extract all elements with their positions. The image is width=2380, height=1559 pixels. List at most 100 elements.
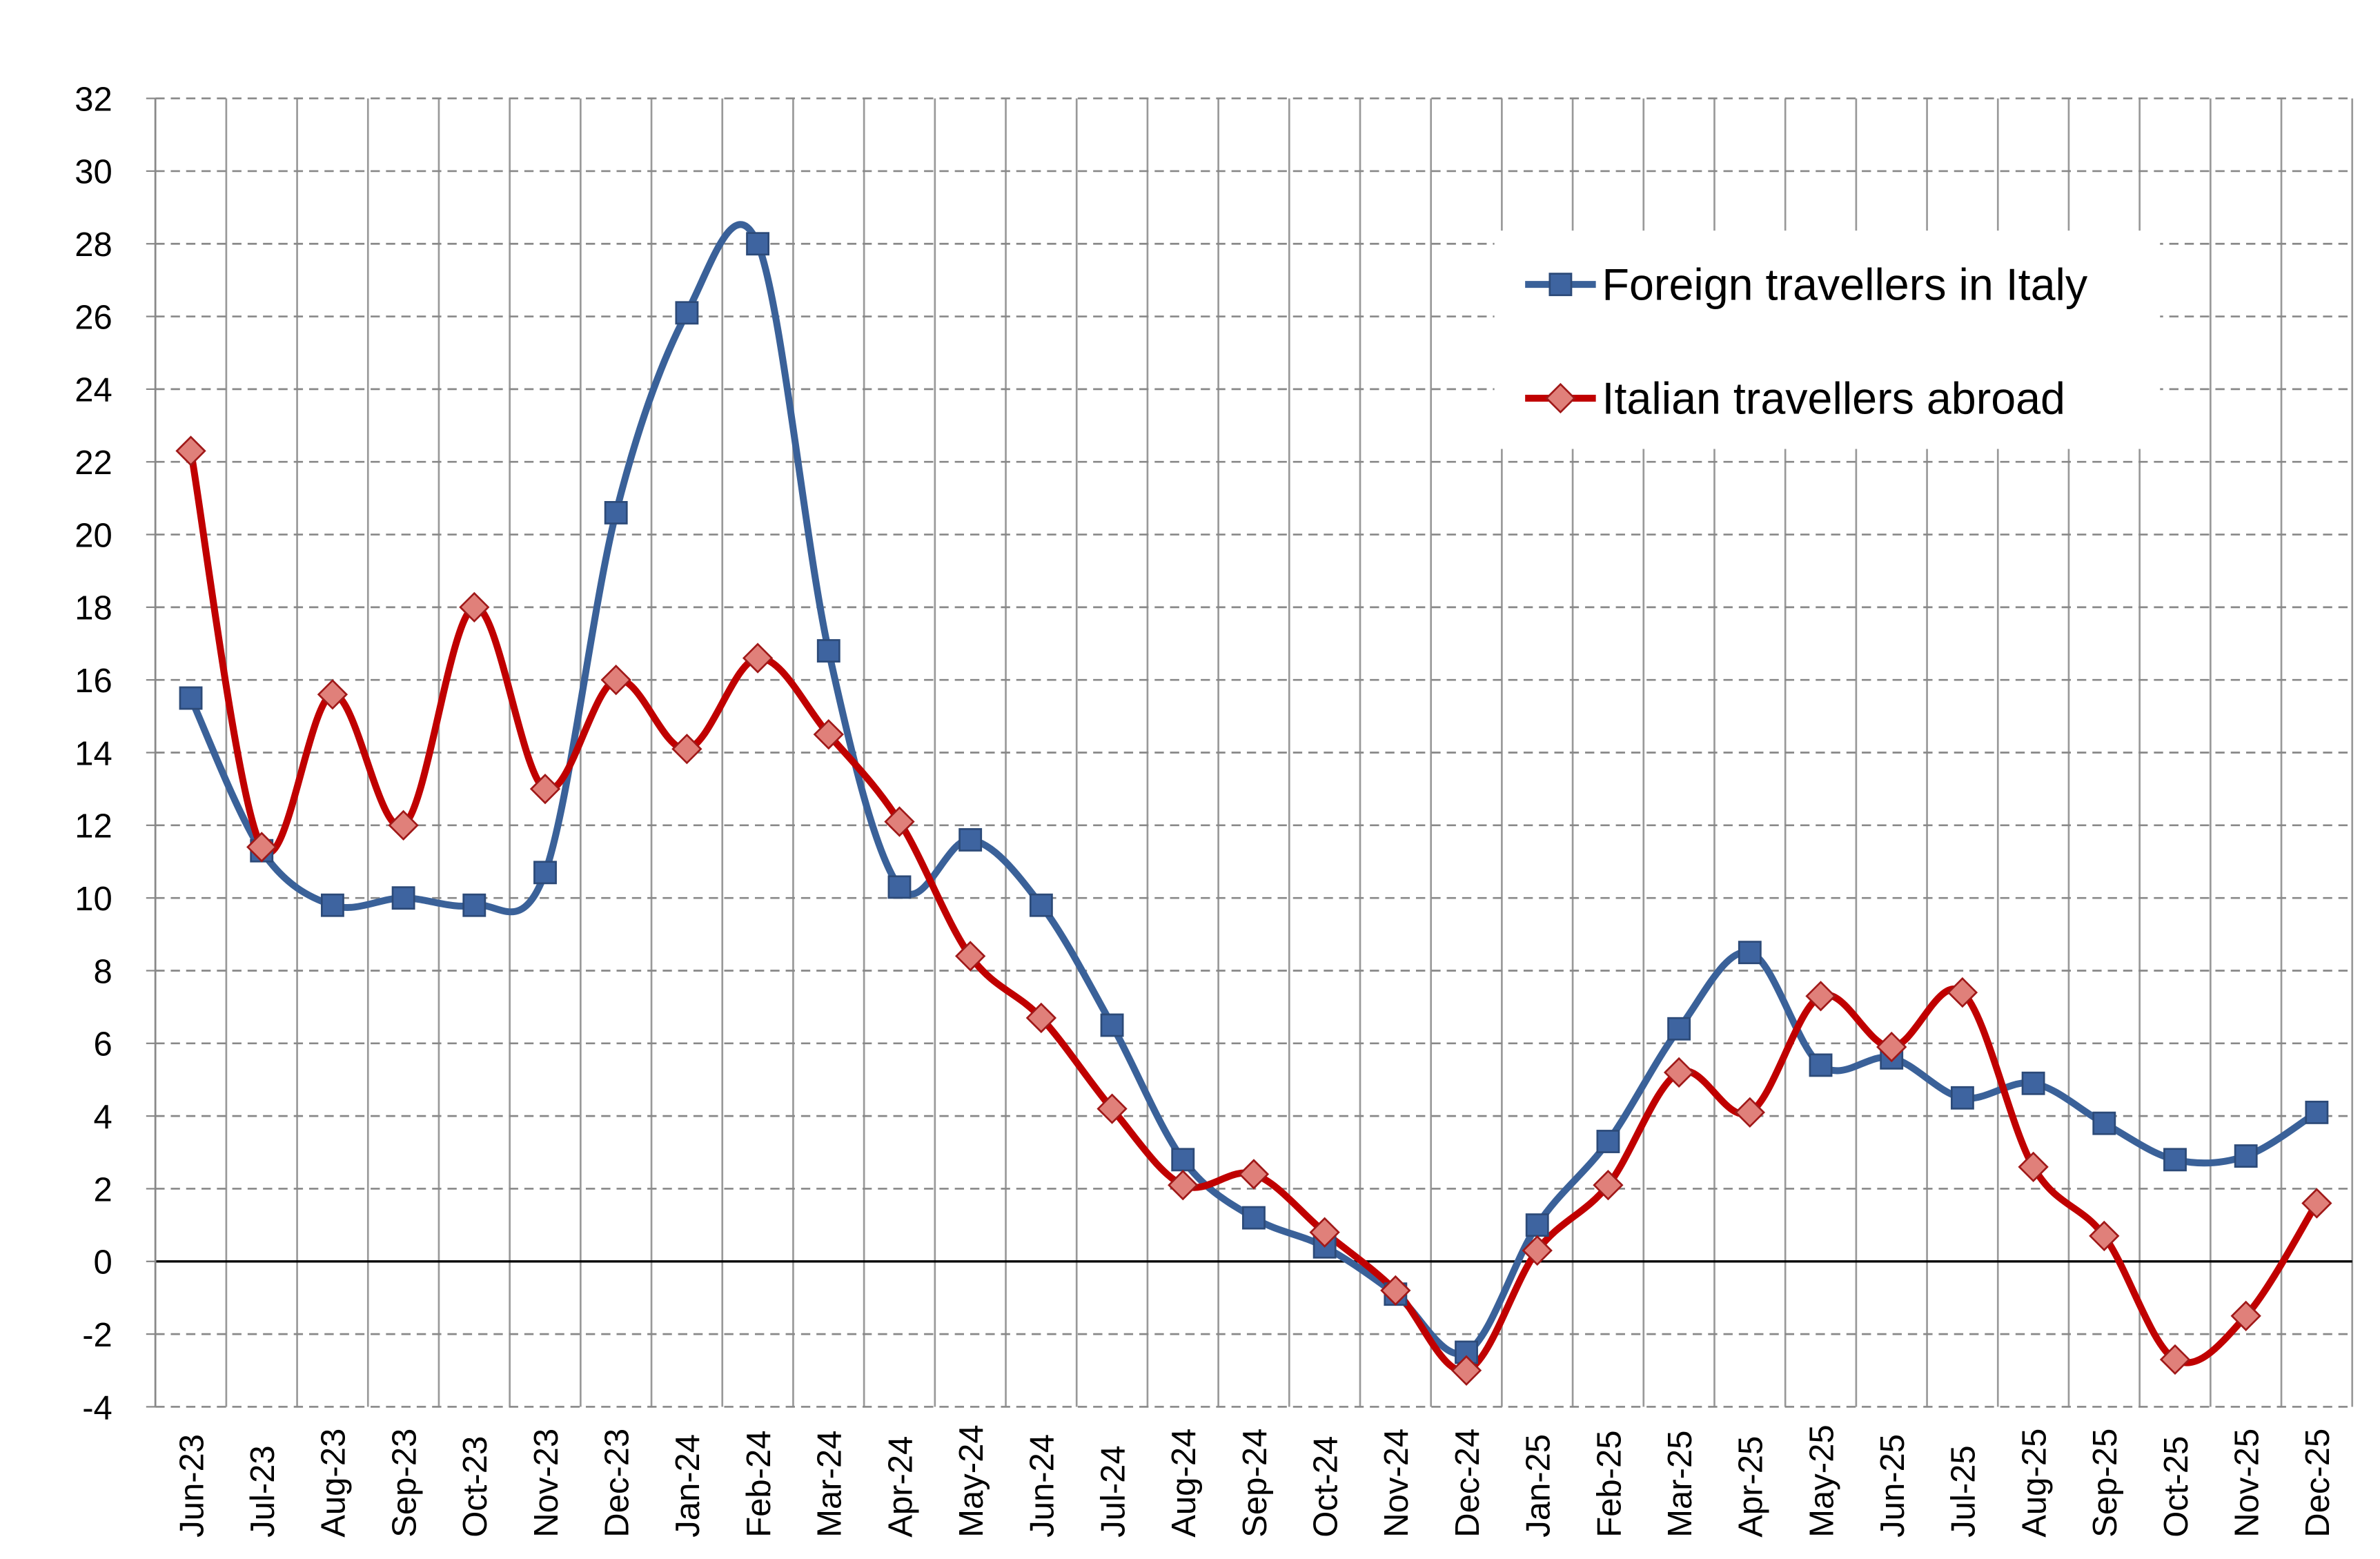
x-tick-label: Nov-23 (528, 1429, 565, 1538)
x-tick-label: Mar-25 (1662, 1431, 1699, 1538)
marker (317, 679, 348, 710)
legend-label: Foreign travellers in Italy (1602, 259, 2088, 309)
x-tick-label: Aug-23 (315, 1429, 353, 1538)
y-tick-label: 16 (75, 663, 112, 700)
marker (2018, 1151, 2049, 1183)
marker (813, 719, 844, 750)
y-tick-label: 30 (75, 154, 112, 191)
x-tick-label: Jan-25 (1520, 1434, 1557, 1538)
marker (179, 686, 203, 710)
marker (529, 774, 561, 805)
marker (887, 875, 912, 899)
y-tick-label: -2 (82, 1317, 112, 1354)
marker (2089, 1220, 2120, 1252)
x-tick-label: Nov-24 (1378, 1429, 1415, 1538)
x-tick-label: Oct-23 (457, 1436, 494, 1538)
x-tick-label: Jan-24 (669, 1434, 707, 1538)
y-tick-label: 12 (75, 808, 112, 845)
marker (2163, 1148, 2187, 1172)
marker (1525, 1213, 1549, 1237)
marker (1242, 1206, 1266, 1230)
marker (746, 232, 770, 256)
legend-label: Italian travellers abroad (1602, 373, 2065, 423)
marker (2021, 1071, 2045, 1095)
marker (1947, 977, 1978, 1008)
marker (2159, 1344, 2191, 1375)
marker (2230, 1300, 2261, 1331)
marker (1593, 1170, 1624, 1201)
marker (1876, 1031, 1907, 1063)
x-tick-label: Sep-25 (2087, 1429, 2124, 1538)
marker (742, 643, 774, 674)
x-tick-label: Jul-25 (1945, 1445, 1983, 1537)
marker (1734, 1097, 1765, 1128)
y-tick-label: 26 (75, 299, 112, 336)
marker (958, 827, 983, 852)
x-tick-label: Dec-24 (1449, 1429, 1486, 1538)
y-tick-label: 28 (75, 226, 112, 264)
y-tick-label: 10 (75, 881, 112, 918)
y-tick-label: 14 (75, 735, 112, 772)
x-tick-label: Jul-24 (1094, 1445, 1132, 1537)
marker (2305, 1100, 2329, 1124)
marker (1548, 273, 1573, 297)
y-tick-label: 32 (75, 81, 112, 118)
marker (2234, 1144, 2258, 1168)
x-tick-label: Jun-24 (1024, 1434, 1061, 1538)
marker (1805, 981, 1836, 1012)
y-tick-label: 2 (94, 1171, 112, 1208)
y-tick-label: 4 (94, 1099, 112, 1136)
marker (1667, 1017, 1691, 1041)
marker (1029, 893, 1053, 917)
marker (1025, 1002, 1057, 1034)
x-tick-label: Aug-25 (2016, 1429, 2053, 1538)
x-tick-label: Jul-23 (244, 1445, 282, 1537)
x-tick-label: Feb-25 (1591, 1431, 1628, 1538)
y-tick-label: 20 (75, 517, 112, 554)
x-tick-label: Sep-24 (1237, 1429, 1274, 1538)
marker (675, 301, 699, 325)
marker (1238, 1159, 1270, 1190)
marker (1450, 1355, 1482, 1386)
marker (600, 665, 631, 696)
x-tick-label: May-24 (953, 1424, 990, 1537)
marker (320, 893, 344, 917)
marker (1309, 1217, 1340, 1248)
y-tick-label: 6 (94, 1026, 112, 1063)
marker (1738, 941, 1762, 965)
plot (175, 221, 2332, 1386)
legend-box (1494, 231, 2161, 449)
y-tick-label: 22 (75, 444, 112, 482)
marker (1522, 1235, 1553, 1266)
marker (459, 591, 490, 623)
x-tick-label: Dec-23 (599, 1429, 636, 1538)
x-tick-label: May-25 (1803, 1424, 1840, 1537)
x-tick-label: Oct-25 (2158, 1436, 2195, 1538)
marker (246, 832, 277, 863)
marker (1096, 1093, 1128, 1124)
marker (1380, 1275, 1411, 1306)
marker (1663, 1057, 1695, 1088)
marker (671, 734, 702, 765)
marker (391, 886, 415, 910)
marker (1809, 1053, 1833, 1077)
marker (1950, 1086, 1974, 1110)
x-tick-label: Oct-24 (1307, 1436, 1344, 1538)
marker (1545, 382, 1576, 414)
x-tick-label: Dec-25 (2299, 1429, 2337, 1538)
marker (604, 501, 628, 524)
marker (175, 435, 206, 467)
marker (533, 861, 557, 885)
x-tick-label: Apr-25 (1733, 1436, 1770, 1538)
marker (462, 893, 486, 917)
y-tick-label: 8 (94, 953, 112, 990)
x-tick-label: Aug-24 (1166, 1429, 1203, 1538)
marker (1168, 1170, 1199, 1201)
x-tick-label: Mar-24 (812, 1431, 849, 1538)
marker (388, 810, 419, 841)
marker (884, 806, 915, 837)
marker (1171, 1148, 1195, 1172)
marker (1100, 1013, 1124, 1037)
